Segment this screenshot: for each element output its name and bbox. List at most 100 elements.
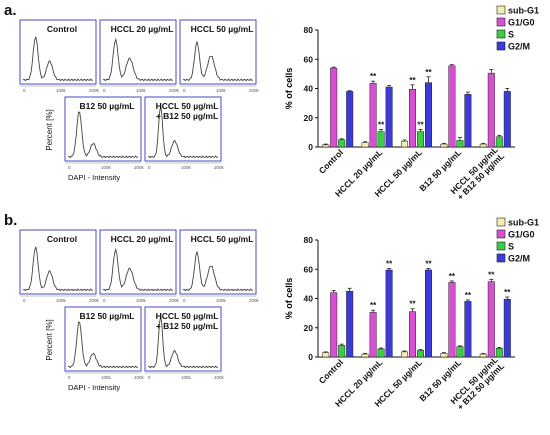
histogram-x-tick: 200k <box>214 165 225 170</box>
x-tick-label-line: Control <box>317 357 345 385</box>
histogram-label: HCCL 50 µg/mL <box>191 24 254 34</box>
histogram-frame <box>19 19 97 85</box>
histogram-label: HCCL 50 µg/mL <box>156 101 219 111</box>
histogram-label: B12 50 µg/mL <box>80 311 135 321</box>
significance-marker: ** <box>378 120 385 129</box>
legend-swatch <box>496 17 506 27</box>
histogram-x-tick: 100k <box>216 298 227 303</box>
legend-label: G1/G0 <box>508 18 535 28</box>
y-tick-label: 20 <box>304 113 314 123</box>
significance-marker: ** <box>386 260 393 269</box>
histogram-y-axis-label: Percent [%] <box>45 109 54 150</box>
y-tick-label: 60 <box>304 264 314 274</box>
histogram-x-axis-label: DAPI - Intensity <box>68 173 120 182</box>
y-tick-label: 20 <box>304 323 314 333</box>
significance-marker: ** <box>488 270 495 279</box>
x-tick-label: Control <box>317 357 345 385</box>
legend-label: sub-G1 <box>508 218 539 228</box>
histogram-x-axis-label: DAPI - Intensity <box>68 383 120 392</box>
bar-s <box>456 346 464 358</box>
histogram-frame <box>64 96 142 162</box>
histogram-x-tick: 0 <box>148 165 151 170</box>
legend-swatch <box>496 5 506 15</box>
bar-s <box>495 136 503 148</box>
legend-label: G1/G0 <box>508 230 535 240</box>
bar-g2-m <box>425 269 432 358</box>
bar-sub-g1 <box>479 353 487 358</box>
histogram-curve <box>67 111 139 159</box>
bar-sub-g1 <box>322 144 330 148</box>
significance-marker: ** <box>465 291 472 300</box>
bar-s <box>417 131 424 148</box>
legend-swatch <box>496 41 506 51</box>
legend-label: G2/M <box>508 254 530 264</box>
histogram-curve <box>182 41 254 82</box>
histogram-x-tick: 200k <box>214 375 225 380</box>
bar-s <box>417 350 424 358</box>
bar-s <box>338 139 346 148</box>
bar-sub-g1 <box>401 140 408 148</box>
y-tick-label: 0 <box>308 142 313 152</box>
histogram-x-tick: 200k <box>169 88 180 93</box>
y-tick-label: 40 <box>304 84 314 94</box>
panel-label-a: a. <box>4 2 17 19</box>
bar-s <box>338 345 346 358</box>
histogram-x-tick: 200k <box>134 375 145 380</box>
histogram-frame <box>64 306 142 372</box>
histogram-curve <box>147 105 219 159</box>
legend-swatch <box>496 29 506 39</box>
bar-g1-g0 <box>369 83 377 148</box>
histogram-frame <box>144 96 222 162</box>
histogram-x-tick: 0 <box>68 375 71 380</box>
histogram-y-axis-label: Percent [%] <box>45 319 54 360</box>
histogram-label: + B12 50 µg/mL <box>156 321 218 331</box>
significance-marker: ** <box>370 301 377 310</box>
bar-g2-m <box>425 82 432 148</box>
histogram-curve <box>22 36 94 82</box>
significance-marker: ** <box>425 68 432 77</box>
y-tick-label: 40 <box>304 294 314 304</box>
bar-s <box>377 131 385 148</box>
histogram-label: HCCL 50 µg/mL <box>156 311 219 321</box>
histogram-x-tick: 100k <box>136 298 147 303</box>
bar-sub-g1 <box>440 143 448 148</box>
legend-label: S <box>508 30 514 40</box>
histogram-x-tick: 200k <box>89 298 100 303</box>
histogram-label: HCCL 20 µg/mL <box>111 24 174 34</box>
y-tick-label: 60 <box>304 54 314 64</box>
histogram-x-tick: 200k <box>249 298 260 303</box>
significance-marker: ** <box>425 260 432 269</box>
bar-g2-m <box>503 91 511 148</box>
histogram-frame <box>19 229 97 295</box>
histogram-x-tick: 200k <box>169 298 180 303</box>
x-tick-label-line: Control <box>317 147 345 175</box>
histogram-x-tick: 100k <box>216 88 227 93</box>
legend-label: sub-G1 <box>508 6 539 16</box>
histogram-x-tick: 0 <box>148 375 151 380</box>
bar-s <box>456 140 464 148</box>
significance-marker: ** <box>409 300 416 309</box>
histogram-label: Control <box>47 234 77 244</box>
significance-marker: ** <box>417 120 424 129</box>
bar-sub-g1 <box>322 352 330 358</box>
histogram-label: B12 50 µg/mL <box>80 101 135 111</box>
bar-g2-m <box>385 269 393 358</box>
legend-swatch <box>496 241 506 251</box>
bar-g1-g0 <box>448 65 456 148</box>
histogram-x-tick: 0 <box>68 165 71 170</box>
significance-marker: ** <box>409 76 416 85</box>
bar-g1-g0 <box>409 88 416 148</box>
legend-label: G2/M <box>508 42 530 52</box>
significance-marker: ** <box>449 272 456 281</box>
significance-marker: ** <box>370 72 377 81</box>
histogram-x-tick: 0 <box>103 298 106 303</box>
histogram-x-tick: 100k <box>181 165 192 170</box>
bar-g2-m <box>346 290 354 358</box>
bar-s <box>377 348 385 358</box>
histogram-label: HCCL 20 µg/mL <box>111 234 174 244</box>
y-axis-label: % of cells <box>284 278 294 320</box>
panel-label-b: b. <box>4 212 18 229</box>
bar-g1-g0 <box>448 282 456 358</box>
bar-g2-m <box>346 91 354 148</box>
